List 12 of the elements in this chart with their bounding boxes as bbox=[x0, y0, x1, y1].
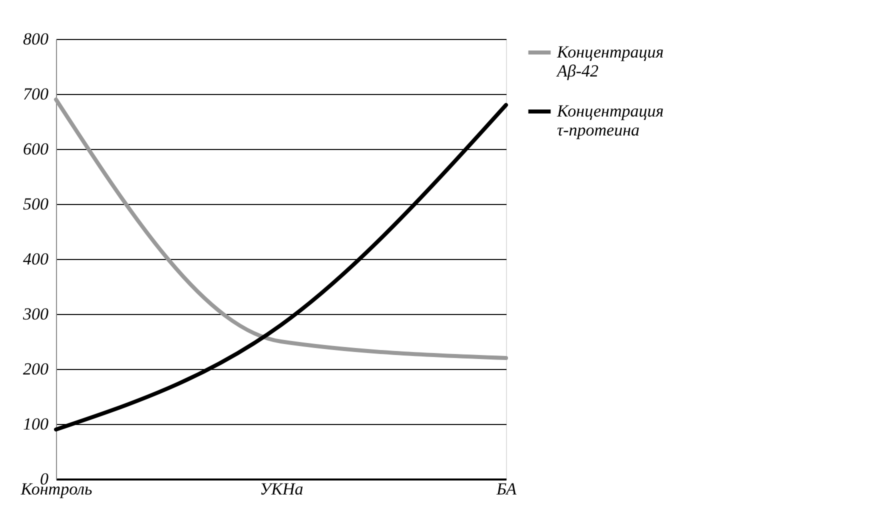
y-tick-label: 100 bbox=[23, 414, 49, 434]
x-tick-label: БА bbox=[496, 480, 518, 498]
y-tick-label: 300 bbox=[22, 304, 49, 324]
y-tick-label: 400 bbox=[23, 250, 49, 268]
x-tick-label: УКНа bbox=[260, 480, 304, 498]
y-tick-label: 600 bbox=[23, 140, 49, 158]
legend-label: Концентрация Aβ-42 bbox=[556, 42, 664, 80]
y-tick-label: 200 bbox=[23, 360, 49, 378]
y-tick-label: 500 bbox=[23, 194, 49, 214]
y-tick-label: 800 bbox=[23, 30, 49, 48]
legend-label: Концентрация τ-протеина bbox=[556, 102, 664, 140]
y-tick-label: 700 bbox=[23, 84, 49, 104]
